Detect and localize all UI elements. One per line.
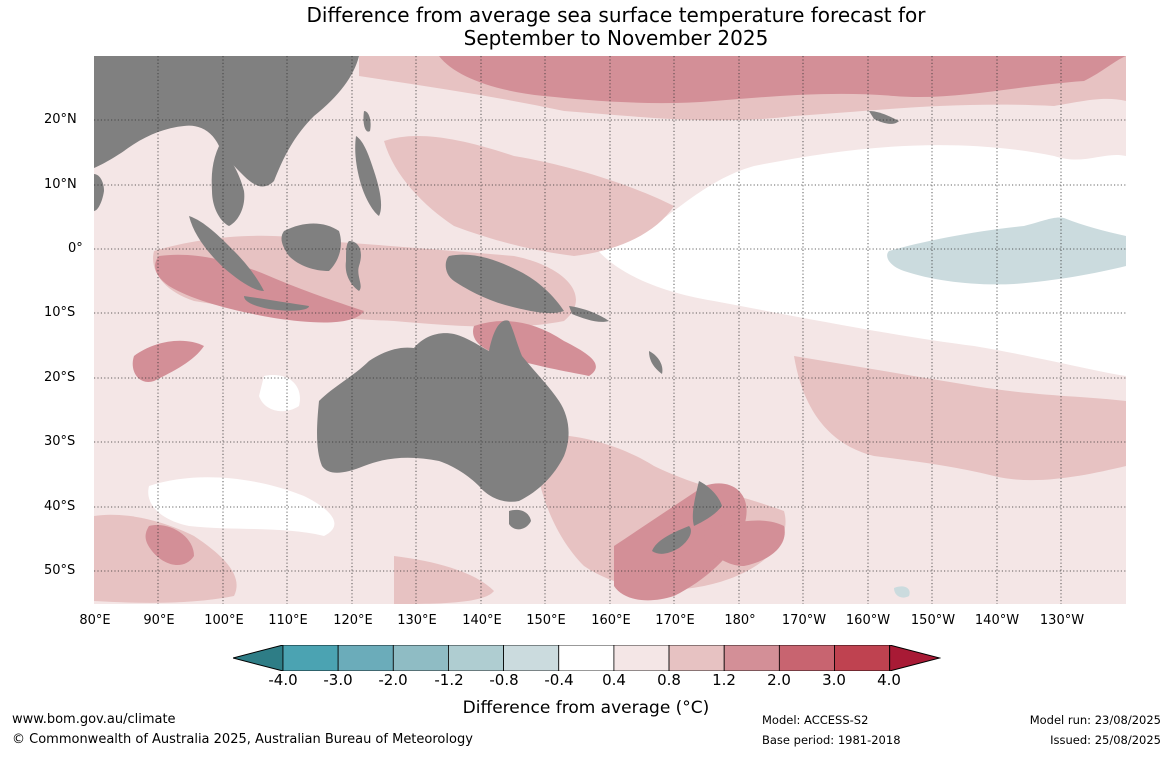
website-link[interactable]: www.bom.gov.au/climate [12, 712, 176, 727]
lon-label-110e: 110°E [268, 613, 308, 628]
lon-label-150e: 150°E [526, 613, 566, 628]
colorbar-cell [448, 645, 504, 671]
lat-label-10n: 10°N [44, 177, 77, 192]
title-line-1: Difference from average sea surface temp… [306, 3, 926, 27]
copyright-text: © Commonwealth of Australia 2025, Austra… [12, 732, 473, 747]
colorbar-cell [392, 645, 449, 671]
lon-label-100e: 100°E [204, 613, 244, 628]
lon-label-160e: 160°E [591, 613, 631, 628]
colorbar-tick: -0.4 [544, 671, 574, 689]
colorbar-cell [558, 645, 615, 671]
colorbar-cell [778, 645, 835, 671]
land-nz-north [692, 481, 722, 526]
base-period: Base period: 1981-2018 [762, 733, 901, 747]
land-tasmania [509, 509, 531, 530]
colorbar-cells [233, 645, 941, 671]
issued-date: Issued: 25/08/2025 [1050, 733, 1161, 747]
lon-label-120e: 120°E [333, 613, 373, 628]
colorbar-tick: -4.0 [268, 671, 298, 689]
map-canvas [94, 56, 1126, 604]
lon-label-80e: 80°E [79, 613, 111, 628]
lat-label-40s: 40°S [44, 499, 76, 514]
colorbar-cell [723, 645, 780, 671]
colorbar-cell [503, 645, 560, 671]
colorbar-tick: -1.2 [434, 671, 464, 689]
land-sri-lanka [94, 174, 104, 211]
lat-label-50s: 50°S [44, 563, 76, 578]
lon-label-170w: 170°W [781, 613, 827, 628]
land-asia [94, 56, 359, 187]
lon-label-140w: 140°W [974, 613, 1020, 628]
lat-label-10s: 10°S [44, 305, 76, 320]
colorbar-extend-low [233, 645, 284, 671]
lon-label-160w: 160°W [845, 613, 891, 628]
lon-label-180: 180° [724, 613, 756, 628]
lon-label-140e: 140°E [462, 613, 502, 628]
model-name: Model: ACCESS-S2 [762, 713, 869, 727]
colorbar-cell [337, 645, 394, 671]
land-borneo [281, 223, 341, 271]
colorbar-tick: -0.8 [489, 671, 519, 689]
colorbar-tick: -3.0 [323, 671, 353, 689]
land-hawaii [869, 111, 899, 124]
lat-label-equator: 0° [68, 241, 83, 256]
land-sulawesi [345, 241, 361, 291]
neutral-region-equatorial-pacific [594, 145, 1126, 376]
colorbar-tick: 0.8 [657, 671, 681, 689]
colorbar-cell [613, 645, 670, 671]
colorbar-tick: 0.4 [602, 671, 626, 689]
land-java [244, 296, 309, 311]
neutral-region-west-australia [259, 375, 300, 412]
land-philippines [355, 136, 382, 216]
lon-label-130w: 130°W [1039, 613, 1085, 628]
colorbar-tick: 2.0 [767, 671, 791, 689]
colorbar-cell [668, 645, 725, 671]
colorbar-extend-high [889, 645, 941, 671]
land-new-guinea [445, 254, 564, 314]
map-title: Difference from average sea surface temp… [0, 4, 1173, 50]
lat-label-30s: 30°S [44, 434, 76, 449]
land-australia [317, 320, 569, 502]
colorbar-tick: -2.0 [378, 671, 408, 689]
land-nz-south [652, 526, 691, 554]
colorbar-cell [282, 645, 339, 671]
cool-region-south-pacific [894, 586, 910, 598]
cool-region-equatorial-pacific [887, 217, 1126, 285]
strong-warm-region-south-indian [145, 525, 194, 566]
sst-anomaly-map [94, 56, 1126, 604]
lat-label-20s: 20°S [44, 370, 76, 385]
graticule [94, 56, 1126, 604]
colorbar-title: Difference from average (°C) [462, 698, 710, 718]
land-indochina [211, 146, 245, 226]
land [94, 56, 899, 554]
lon-label-130e: 130°E [397, 613, 437, 628]
model-run-date: Model run: 23/08/2025 [1029, 713, 1161, 727]
colorbar-cell [834, 645, 891, 671]
lon-label-170e: 170°E [655, 613, 695, 628]
land-solomon [569, 306, 609, 322]
warm-region-west-pacific [384, 136, 674, 256]
lon-label-150w: 150°W [910, 613, 956, 628]
warm-region-south-pacific [794, 356, 1126, 481]
strong-warm-region-north-pacific [439, 56, 1126, 104]
lon-label-90e: 90°E [143, 613, 175, 628]
colorbar-tick: 1.2 [712, 671, 736, 689]
land-sumatra [189, 216, 264, 291]
colorbar-tick: 3.0 [822, 671, 846, 689]
strong-warm-region-west-aus [132, 340, 204, 382]
land-taiwan [363, 111, 371, 132]
colorbar-tick: 4.0 [877, 671, 901, 689]
land-new-caledonia [649, 351, 663, 374]
lat-label-20n: 20°N [44, 112, 77, 127]
strong-warm-region-tasman [704, 520, 785, 566]
colorbar [233, 645, 941, 671]
title-line-2: September to November 2025 [463, 26, 769, 50]
warm-region-southwest [394, 556, 494, 604]
